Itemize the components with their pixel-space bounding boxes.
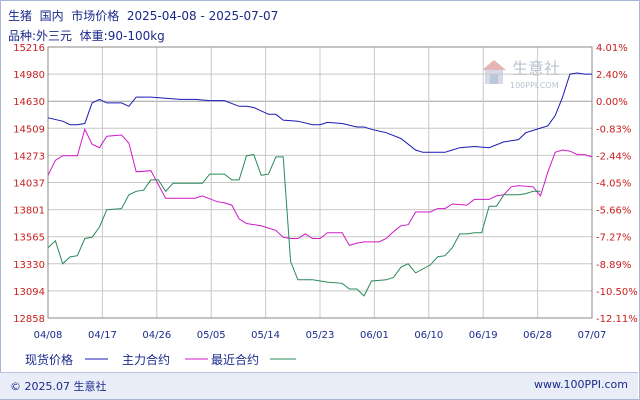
y-left-tick-label: 13565: [13, 233, 45, 244]
x-tick-label: 05/14: [251, 330, 280, 341]
watermark-logo-icon: [482, 60, 506, 84]
x-tick-label: 05/23: [306, 330, 335, 341]
x-tick-label: 06/28: [523, 330, 552, 341]
y-left-tick-label: 14980: [13, 70, 45, 81]
series-line-1: [47, 127, 593, 246]
y-right-tick-label: -5.66%: [596, 206, 631, 217]
x-tick-label: 06/01: [360, 330, 389, 341]
y-right-tick-label: -12.11%: [596, 314, 638, 325]
footer-site-link[interactable]: www.100PPI.com: [534, 378, 628, 391]
y-right-tick-label: -0.83%: [596, 124, 631, 135]
footer-bar: © 2025.07 生意社 www.100PPI.com: [0, 372, 638, 399]
y-left-tick-label: 13801: [13, 206, 45, 217]
watermark-url: 100PPI.COM: [510, 81, 559, 90]
y-right-tick-label: -4.05%: [596, 179, 631, 190]
y-left-tick-label: 13330: [13, 260, 45, 271]
y-left-tick-label: 15216: [13, 43, 45, 54]
legend-label: 最近合约: [211, 352, 259, 367]
y-right-tick-label: -8.89%: [596, 260, 631, 271]
y-left-tick-label: 12858: [13, 314, 45, 325]
plot-border: [47, 46, 593, 319]
legend-label: 现货价格: [25, 352, 73, 367]
x-tick-label: 05/05: [197, 330, 226, 341]
y-right-tick-label: -10.50%: [596, 287, 638, 298]
x-tick-label: 06/10: [414, 330, 443, 341]
y-left-tick-label: 14273: [13, 151, 45, 162]
x-tick-label: 04/17: [88, 330, 117, 341]
x-tick-label: 06/19: [469, 330, 498, 341]
y-right-tick-label: 4.01%: [596, 43, 628, 54]
y-left-tick-label: 14630: [13, 97, 45, 108]
y-left-tick-label: 13094: [13, 287, 45, 298]
series-line-2: [47, 154, 541, 297]
chart-lines: [47, 72, 593, 297]
x-tick-label: 07/07: [578, 330, 607, 341]
y-left-tick-label: 14509: [13, 124, 45, 135]
chart-ticks: 15216 4.01% 14980 2.40% 14630 0.00% 14509 -0.83…: [13, 43, 638, 341]
footer-copyright: © 2025.07 生意社: [10, 380, 107, 393]
chart-axes: [47, 46, 593, 319]
y-right-tick-label: 0.00%: [596, 97, 628, 108]
y-right-tick-label: -2.44%: [596, 151, 631, 162]
series-line-0: [47, 72, 592, 153]
y-left-tick-label: 14037: [13, 179, 45, 190]
watermark: 生意社 100PPI.COM: [482, 59, 560, 90]
x-tick-label: 04/08: [34, 330, 63, 341]
y-right-tick-label: 2.40%: [596, 70, 628, 81]
chart-legend: 现货价格 主力合约 最近合约: [25, 352, 296, 367]
legend-label: 主力合约: [122, 352, 170, 367]
chart-title: 生猪 国内 市场价格 2025-04-08 - 2025-07-07: [8, 9, 279, 23]
x-tick-label: 04/26: [142, 330, 171, 341]
watermark-text: 生意社: [512, 59, 560, 78]
chart-subtitle: 品种:外三元 体重:90-100kg: [8, 29, 165, 43]
y-right-tick-label: -7.27%: [596, 233, 631, 244]
